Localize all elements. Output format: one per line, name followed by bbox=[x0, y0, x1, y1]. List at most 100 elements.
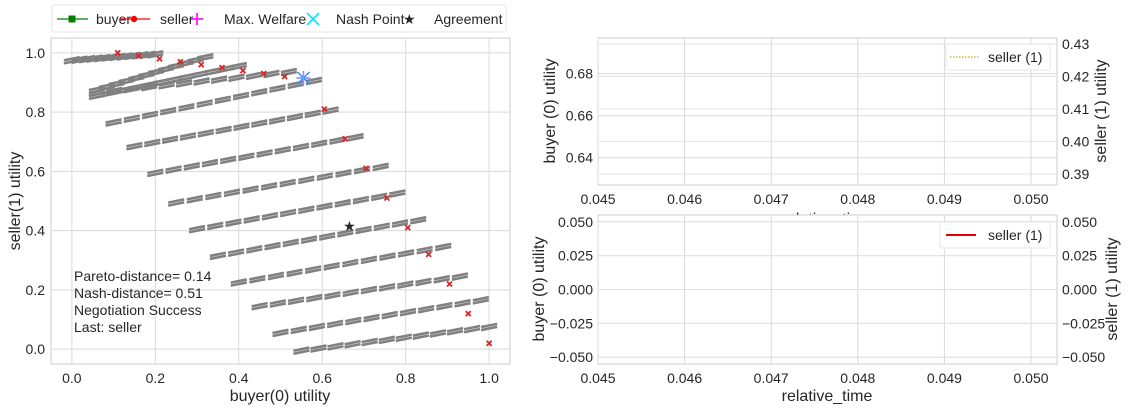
outcome-point bbox=[389, 189, 406, 195]
utility-bottom-y-tick-label: 0.000 bbox=[558, 282, 593, 298]
outcome-point bbox=[282, 238, 299, 245]
outcome-point bbox=[106, 89, 123, 96]
outcome-point bbox=[310, 344, 327, 350]
outcome-point bbox=[106, 86, 123, 93]
outcome-point bbox=[269, 84, 286, 90]
outcome-point bbox=[230, 278, 248, 284]
utility-bottom-y-ticks: −0.050 −0.025 0.000 0.025 0.050 bbox=[550, 214, 593, 365]
outcome-point bbox=[279, 181, 296, 188]
outcome-point bbox=[251, 122, 268, 128]
outcome-point bbox=[251, 304, 268, 311]
outcome-point bbox=[201, 161, 219, 168]
utility-top-x-tick-label: 0.048 bbox=[840, 191, 875, 207]
outcome-point bbox=[178, 103, 195, 109]
pareto-point bbox=[404, 224, 411, 231]
outcome-point bbox=[360, 258, 378, 265]
outcomes-y-tick-label: 1.0 bbox=[26, 45, 46, 61]
legend-max-welfare-label: Max. Welfare bbox=[224, 11, 306, 27]
outcome-point bbox=[214, 98, 232, 105]
outcome-point bbox=[286, 115, 304, 122]
outcome-point bbox=[327, 344, 344, 351]
outcome-point bbox=[260, 181, 278, 188]
pareto-point bbox=[342, 135, 349, 142]
last-agent-annotation: Last: seller bbox=[74, 319, 142, 335]
outcome-point bbox=[263, 72, 280, 79]
outcome-point bbox=[167, 198, 185, 204]
outcome-point bbox=[126, 144, 143, 151]
utility-top-y2-axis-label: seller (1) utility bbox=[1093, 59, 1110, 162]
outcome-point bbox=[363, 313, 380, 320]
outcomes-y-tick-label: 0.4 bbox=[26, 223, 46, 239]
nash-point bbox=[296, 71, 311, 86]
outcome-point bbox=[245, 71, 263, 78]
outcome-point bbox=[379, 252, 396, 259]
outcome-point bbox=[123, 87, 141, 94]
pareto-point bbox=[114, 49, 121, 56]
utility-bottom-x-tick-label: 0.049 bbox=[927, 370, 962, 386]
pareto-point bbox=[425, 251, 432, 258]
outcome-point bbox=[159, 106, 177, 113]
outcome-point bbox=[409, 218, 427, 225]
outcome-point bbox=[326, 322, 344, 329]
negotiation-result-annotation: Negotiation Success bbox=[74, 302, 202, 318]
agreement-star-icon: ★ bbox=[403, 11, 416, 27]
outcome-point bbox=[310, 347, 327, 353]
outcome-point bbox=[415, 277, 432, 284]
outcome-point bbox=[480, 325, 498, 332]
outcome-point bbox=[251, 119, 268, 125]
outcome-point bbox=[416, 245, 433, 252]
outcome-point bbox=[269, 302, 287, 308]
outcome-point bbox=[342, 291, 359, 298]
outcome-point bbox=[269, 299, 287, 305]
outcome-point bbox=[279, 208, 297, 215]
outcome-point bbox=[397, 249, 415, 255]
outcome-point bbox=[327, 341, 344, 348]
outcomes-x-tick-label: 0.8 bbox=[396, 370, 416, 386]
outcome-point bbox=[306, 296, 323, 303]
outcome-point bbox=[233, 125, 250, 132]
outcome-point bbox=[347, 135, 364, 142]
outcome-point bbox=[249, 274, 266, 281]
nash-distance-annotation: Nash-distance= 0.51 bbox=[74, 285, 203, 301]
outcome-point bbox=[463, 324, 481, 331]
outcome-point bbox=[446, 329, 464, 336]
utility-top-legend: seller (1) bbox=[945, 43, 1051, 71]
pareto-distance-annotation: Pareto-distance= 0.14 bbox=[74, 268, 212, 284]
outcome-point bbox=[434, 242, 452, 249]
utility-bottom-grid bbox=[597, 215, 1057, 364]
outcomes-grid bbox=[51, 38, 510, 364]
outcome-point bbox=[282, 241, 299, 248]
legend-seller-marker bbox=[130, 15, 138, 23]
utility-bottom-x-tick-label: 0.050 bbox=[1013, 370, 1048, 386]
outcome-point bbox=[316, 205, 333, 211]
outcome-point bbox=[269, 87, 286, 93]
outcome-point bbox=[175, 82, 193, 88]
utility-top-legend-label: seller (1) bbox=[988, 49, 1042, 65]
outcome-point bbox=[373, 222, 391, 229]
outcome-point bbox=[225, 218, 242, 225]
pareto-point bbox=[446, 280, 453, 288]
outcome-point bbox=[263, 69, 280, 76]
outcome-point bbox=[378, 285, 396, 292]
utility-bottom-x-tick-label: 0.046 bbox=[667, 370, 702, 386]
outcome-point bbox=[381, 310, 399, 317]
outcome-point bbox=[287, 296, 305, 303]
outcome-point bbox=[280, 67, 298, 74]
outcome-point bbox=[290, 328, 307, 335]
outcome-point bbox=[344, 339, 361, 346]
outcome-point bbox=[316, 172, 334, 179]
outcome-point bbox=[292, 145, 310, 152]
outcome-point bbox=[389, 192, 406, 198]
outcome-point bbox=[175, 79, 193, 85]
outcome-point bbox=[417, 307, 435, 314]
utility-bottom-x-tick-label: 0.047 bbox=[754, 370, 789, 386]
outcome-point bbox=[334, 198, 351, 205]
outcome-point bbox=[196, 99, 213, 105]
outcome-point bbox=[436, 301, 453, 308]
outcome-point bbox=[433, 277, 450, 284]
outcome-point bbox=[261, 211, 279, 218]
outcome-point bbox=[345, 316, 362, 323]
outcome-point bbox=[167, 201, 185, 207]
utility-top-y2-tick-label: 0.41 bbox=[1062, 101, 1089, 117]
outcomes-x-tick-label: 0.6 bbox=[312, 370, 332, 386]
